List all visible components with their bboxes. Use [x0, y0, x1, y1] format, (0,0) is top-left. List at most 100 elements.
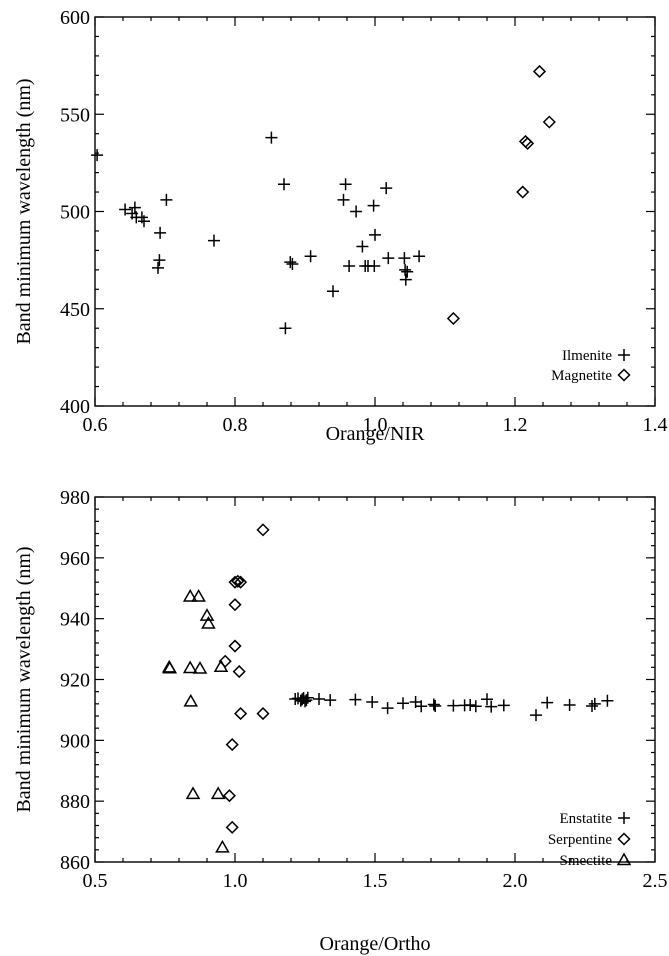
- data-point-ilmenite: [265, 131, 278, 144]
- data-point-ilmenite: [128, 201, 141, 214]
- data-point-enstatite: [447, 699, 460, 712]
- data-point-enstatite: [464, 699, 477, 712]
- data-point-ilmenite: [339, 178, 352, 191]
- data-point-serpentine: [222, 789, 236, 803]
- data-point-ilmenite: [398, 252, 411, 265]
- data-point-enstatite: [381, 702, 394, 715]
- legend-label-smectite: Smectite: [560, 853, 613, 869]
- data-point-smectite: [182, 660, 198, 674]
- data-point-magnetite: [532, 64, 547, 79]
- x-tick-label: 0.8: [223, 414, 248, 436]
- x-axis-label: Orange/Ortho: [319, 933, 430, 955]
- data-point-ilmenite: [119, 203, 132, 216]
- data-point-serpentine: [228, 639, 242, 653]
- data-point-serpentine: [234, 707, 248, 721]
- legend-marker-serpentine: [617, 832, 631, 846]
- data-point-enstatite: [497, 699, 510, 712]
- x-tick-label: 0.5: [83, 870, 108, 892]
- data-point-enstatite: [301, 691, 314, 704]
- series-smectite: [161, 588, 230, 853]
- data-point-ilmenite: [160, 193, 173, 206]
- y-tick-label: 400: [60, 396, 90, 418]
- data-point-ilmenite: [153, 254, 166, 267]
- data-point-enstatite: [313, 692, 325, 705]
- data-point-ilmenite: [368, 259, 381, 272]
- x-tick-label: 1.0: [223, 870, 248, 892]
- data-point-magnetite: [518, 134, 533, 149]
- data-point-enstatite: [530, 709, 542, 722]
- data-point-enstatite: [469, 700, 482, 713]
- legend-marker-ilmenite: [618, 349, 630, 361]
- legend-label-serpentine: Serpentine: [548, 832, 612, 848]
- y-tick-label: 500: [60, 202, 90, 224]
- data-point-enstatite: [481, 693, 493, 706]
- data-point-ilmenite: [369, 228, 381, 241]
- data-point-serpentine: [225, 820, 239, 834]
- chart-panel-orange-ortho: 0.5 1.0 1.5 2.0 2.5 860 880 900 920 940 960 980 Oran…: [13, 487, 668, 955]
- data-point-enstatite: [397, 697, 409, 710]
- data-point-ilmenite: [337, 193, 350, 206]
- data-point-enstatite: [427, 698, 440, 711]
- y-tick-label: 960: [60, 548, 90, 570]
- data-point-magnetite: [521, 136, 535, 150]
- data-point-ilmenite: [327, 285, 339, 298]
- data-point-enstatite: [349, 693, 362, 706]
- data-point-enstatite: [300, 694, 313, 707]
- data-point-enstatite: [324, 694, 337, 707]
- data-point-smectite: [183, 693, 199, 707]
- data-point-ilmenite: [152, 261, 164, 274]
- data-point-ilmenite: [343, 259, 356, 272]
- legend: Enstatite Serpentine Smectite: [548, 811, 632, 869]
- data-point-smectite: [162, 660, 178, 674]
- data-point-ilmenite: [380, 182, 393, 195]
- data-point-ilmenite: [284, 256, 297, 269]
- x-tick-label: 1.4: [643, 414, 668, 436]
- x-tick-label: 1.2: [503, 414, 528, 436]
- legend: Ilmenite Magnetite: [551, 348, 631, 384]
- data-point-enstatite: [586, 699, 598, 712]
- y-tick-label: 940: [60, 609, 90, 631]
- legend-label-magnetite: Magnetite: [551, 368, 612, 384]
- y-tick-label: 860: [60, 852, 90, 874]
- data-point-enstatite: [366, 696, 379, 709]
- data-point-enstatite: [485, 700, 498, 713]
- data-point-ilmenite: [91, 149, 104, 162]
- data-point-smectite: [182, 588, 198, 602]
- series-serpentine: [218, 523, 270, 834]
- data-point-ilmenite: [350, 205, 363, 218]
- chart-panel-orange-nir: 0.6 0.8 1.0 1.2 1.4 400 450 500 550 600 Orange/NIR…: [13, 7, 668, 445]
- x-tick-label: 1.0: [363, 414, 388, 436]
- data-point-serpentine: [232, 665, 246, 679]
- data-point-ilmenite: [208, 234, 220, 247]
- data-point-ilmenite: [304, 250, 317, 263]
- legend-marker-magnetite: [617, 368, 631, 382]
- data-point-ilmenite: [401, 265, 414, 278]
- data-point-enstatite: [588, 697, 601, 710]
- y-axis-label: Band minimum wavelength (nm): [13, 546, 35, 812]
- data-point-serpentine: [231, 574, 245, 588]
- series-ilmenite: [91, 131, 426, 335]
- data-point-ilmenite: [356, 240, 369, 253]
- data-point-ilmenite: [279, 322, 292, 335]
- x-tick-label: 2.5: [643, 870, 668, 892]
- data-point-enstatite: [429, 699, 442, 712]
- data-point-ilmenite: [367, 199, 380, 212]
- data-point-smectite: [185, 786, 201, 800]
- series-magnetite: [446, 64, 556, 326]
- x-tick-label: 0.6: [83, 414, 108, 436]
- data-point-ilmenite: [382, 252, 395, 265]
- data-point-ilmenite: [154, 226, 167, 239]
- data-point-magnetite: [446, 311, 460, 326]
- data-point-enstatite: [563, 699, 576, 712]
- data-point-serpentine: [256, 707, 270, 721]
- data-point-serpentine: [256, 523, 270, 537]
- y-axis-label: Band minimum wavelength (nm): [13, 78, 35, 344]
- legend-marker-smectite: [616, 852, 632, 866]
- data-point-ilmenite: [286, 258, 299, 271]
- data-point-serpentine: [225, 738, 239, 752]
- x-tick-label: 2.0: [503, 870, 528, 892]
- data-point-enstatite: [541, 696, 554, 709]
- data-point-smectite: [192, 661, 208, 674]
- x-axis-label: Orange/NIR: [326, 423, 426, 445]
- data-point-enstatite: [415, 700, 428, 713]
